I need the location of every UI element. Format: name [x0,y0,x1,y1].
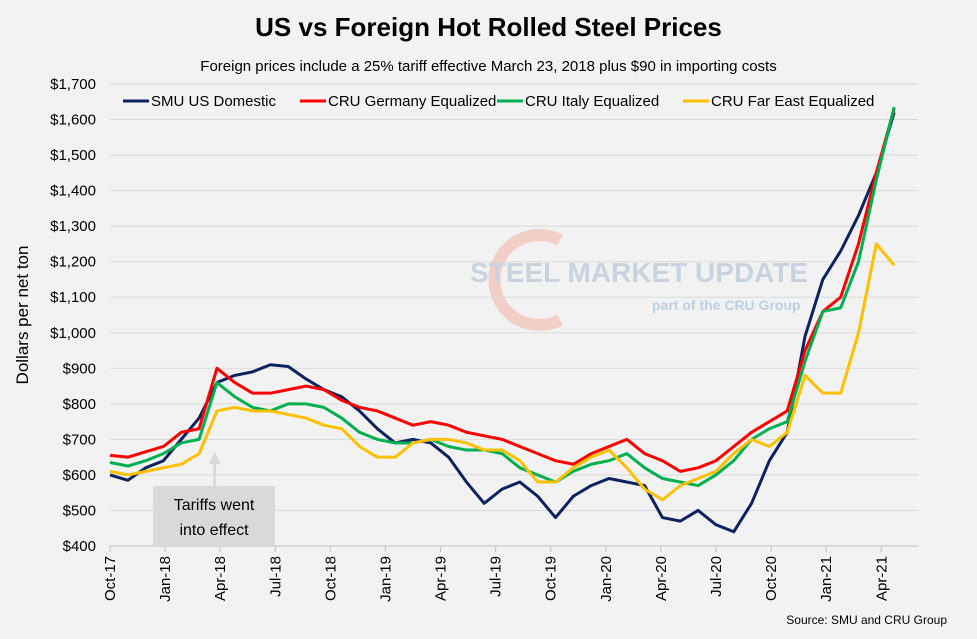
y-tick-label: $1,100 [50,289,96,306]
y-tick-label: $900 [63,360,96,377]
legend-label: CRU Far East Equalized [711,93,874,110]
x-tick-label: Oct-19 [543,556,560,601]
watermark-subtext: part of the CRU Group [652,297,801,313]
legend-label: SMU US Domestic [151,93,277,110]
annotation-text-line1: Tariffs went [174,497,255,514]
x-tick-label: Apr-19 [433,556,450,601]
x-tick-label: Oct-18 [322,556,339,601]
x-tick-label: Apr-18 [212,556,229,601]
watermark-logo-arc [488,229,563,331]
series-line-cru-far-east-equalized [109,242,896,502]
x-tick-label: Jul-18 [267,556,284,597]
x-tick-label: Jan-19 [377,556,394,602]
y-tick-label: $500 [63,502,96,519]
y-tick-label: $800 [63,396,96,413]
y-tick-label: $1,200 [50,254,96,271]
x-tick-label: Jan-20 [598,556,615,602]
annotation-text-line2: into effect [179,522,249,539]
x-tick-label: Jul-19 [488,556,505,597]
x-tick-label: Jan-18 [157,556,174,602]
chart-subtitle: Foreign prices include a 25% tariff effe… [200,58,777,75]
y-axis-label: Dollars per net ton [13,246,32,385]
source-note: Source: SMU and CRU Group [786,613,947,627]
y-tick-label: $1,500 [50,147,96,164]
series-line-cru-italy-equalized [109,106,896,488]
y-tick-label: $400 [63,538,96,555]
y-tick-label: $1,700 [50,76,96,93]
y-tick-label: $1,000 [50,325,96,342]
y-tick-label: $1,300 [50,218,96,235]
series-line-smu-us-domestic [109,112,896,534]
annotation-arrow-head [208,452,221,464]
y-tick-label: $1,600 [50,112,96,129]
legend-label: CRU Germany Equalized [328,93,496,110]
y-tick-label: $1,400 [50,183,96,200]
x-tick-label: Jan-21 [818,556,835,602]
x-tick-label: Apr-21 [873,556,890,601]
chart-title: US vs Foreign Hot Rolled Steel Prices [255,12,722,42]
y-tick-label: $700 [63,431,96,448]
annotation-box [153,486,275,546]
y-tick-label: $600 [63,467,96,484]
x-tick-label: Oct-20 [763,556,780,601]
legend-label: CRU Italy Equalized [525,93,659,110]
series-line-cru-germany-equalized [109,108,896,473]
x-tick-label: Apr-20 [653,556,670,601]
x-tick-label: Oct-17 [102,556,119,601]
x-tick-label: Jul-20 [708,556,725,597]
